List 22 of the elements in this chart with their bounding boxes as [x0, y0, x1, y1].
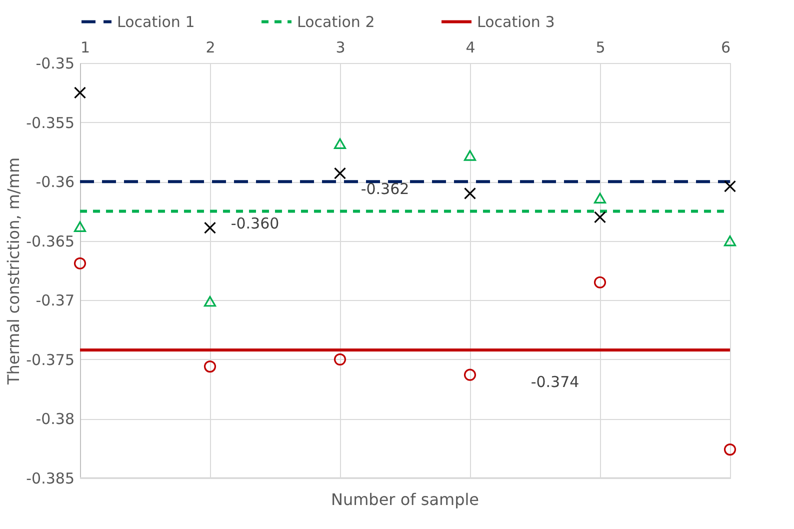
x-axis-title: Number of sample: [330, 490, 480, 509]
x-tick-label: 6: [720, 38, 730, 56]
x-tick-label: 2: [206, 38, 216, 56]
x-tick-label: 3: [336, 38, 346, 56]
legend-label: Location 1: [117, 12, 195, 31]
x-tick-label: 5: [596, 38, 606, 56]
y-tick-label: -0.385: [26, 470, 74, 488]
y-tick-label: -0.35: [36, 54, 74, 72]
x-tick-label: 4: [466, 38, 476, 56]
y-tick-label: -0.36: [36, 173, 74, 192]
annotation: -0.360: [230, 214, 280, 233]
annotation: -0.362: [360, 180, 410, 198]
legend-label: Location 2: [297, 12, 375, 31]
x-tick-label: 1: [80, 38, 90, 56]
y-tick-label: -0.37: [36, 292, 74, 310]
legend-label: Location 3: [477, 12, 555, 31]
y-tick-label: -0.375: [26, 350, 74, 369]
y-tick-label: -0.38: [36, 410, 74, 428]
y-axis-title: Thermal constriction, m/mm: [4, 157, 24, 386]
annotation: -0.374: [530, 372, 580, 391]
y-tick-label: -0.355: [26, 114, 74, 132]
y-tick-label: -0.365: [26, 232, 74, 250]
